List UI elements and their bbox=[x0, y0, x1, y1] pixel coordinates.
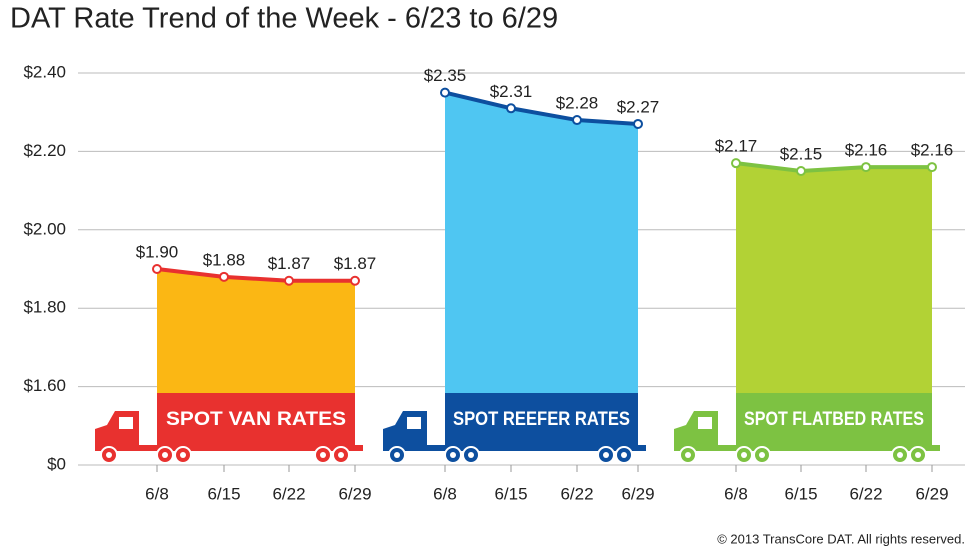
value-label: $2.17 bbox=[715, 137, 758, 156]
line bbox=[156, 267, 355, 283]
value-label: $2.15 bbox=[780, 144, 823, 163]
x-tick-label: 6/8 bbox=[145, 484, 169, 503]
truck-hub bbox=[180, 452, 186, 458]
area bbox=[445, 92, 638, 447]
value-label: $2.31 bbox=[490, 82, 533, 101]
value-label: $2.16 bbox=[911, 141, 954, 160]
x-tick-label: 6/15 bbox=[494, 484, 527, 503]
copyright: © 2013 TransCore DAT. All rights reserve… bbox=[717, 531, 965, 546]
point bbox=[927, 162, 937, 173]
line bbox=[444, 90, 639, 126]
truck-hub bbox=[603, 452, 609, 458]
point bbox=[633, 118, 643, 129]
y-tick-label: $2.40 bbox=[23, 62, 66, 81]
point bbox=[861, 162, 871, 173]
value-label: $2.28 bbox=[556, 94, 599, 113]
x-tick-label: 6/22 bbox=[560, 484, 593, 503]
truck-body bbox=[157, 393, 355, 447]
point bbox=[284, 275, 294, 286]
series-label: SPOT VAN RATES bbox=[166, 409, 346, 430]
x-tick-label: 6/29 bbox=[338, 484, 371, 503]
y-tick-label: $0 bbox=[47, 454, 66, 473]
truck-hub bbox=[106, 452, 112, 458]
y-tick-label: $2.20 bbox=[23, 141, 66, 160]
value-label: $1.87 bbox=[334, 254, 377, 273]
point bbox=[506, 103, 516, 114]
point bbox=[219, 271, 229, 282]
truck-chassis bbox=[383, 445, 646, 451]
truck-window bbox=[407, 417, 421, 429]
truck-hub bbox=[915, 452, 921, 458]
area bbox=[736, 163, 932, 447]
x-tick-label: 6/15 bbox=[207, 484, 240, 503]
x-tick-label: 6/22 bbox=[849, 484, 882, 503]
x-tick-label: 6/8 bbox=[433, 484, 457, 503]
truck-hub bbox=[162, 452, 168, 458]
y-tick-label: $1.60 bbox=[23, 376, 66, 395]
truck-window bbox=[119, 417, 133, 429]
chart-title: DAT Rate Trend of the Week - 6/23 to 6/2… bbox=[10, 3, 558, 35]
value-label: $2.35 bbox=[424, 66, 467, 85]
point bbox=[796, 166, 806, 176]
truck-hub bbox=[320, 452, 326, 458]
x-tick-label: 6/29 bbox=[915, 484, 948, 503]
truck-hub bbox=[685, 452, 691, 458]
truck-body bbox=[445, 393, 638, 447]
truck-window bbox=[698, 417, 712, 429]
value-label: $1.90 bbox=[136, 242, 179, 261]
truck-hub bbox=[621, 452, 627, 458]
truck-hub bbox=[897, 452, 903, 458]
point bbox=[152, 264, 162, 274]
series-label: SPOT REEFER RATES bbox=[453, 409, 630, 430]
truck-hub bbox=[338, 452, 344, 458]
series-label: SPOT FLATBED RATES bbox=[744, 409, 924, 430]
x-tick-label: 6/8 bbox=[724, 484, 748, 503]
line bbox=[735, 161, 932, 174]
x-tick-label: 6/29 bbox=[621, 484, 654, 503]
truck-chassis bbox=[674, 445, 940, 451]
point bbox=[572, 115, 582, 126]
truck-hub bbox=[450, 452, 456, 458]
truck-hub bbox=[759, 452, 765, 458]
y-tick-label: $1.80 bbox=[23, 298, 66, 317]
x-tick-label: 6/15 bbox=[784, 484, 817, 503]
value-label: $2.27 bbox=[617, 97, 660, 116]
truck-hub bbox=[394, 452, 400, 458]
point bbox=[731, 158, 741, 169]
truck-chassis bbox=[95, 445, 363, 451]
truck-hub bbox=[468, 452, 474, 458]
value-label: $1.87 bbox=[268, 254, 311, 273]
point bbox=[440, 87, 450, 98]
truck-hub bbox=[741, 452, 747, 458]
truck-body bbox=[736, 393, 932, 447]
x-tick-label: 6/22 bbox=[272, 484, 305, 503]
value-label: $2.16 bbox=[845, 141, 888, 160]
value-label: $1.88 bbox=[203, 250, 246, 269]
y-tick-label: $2.00 bbox=[23, 219, 66, 238]
point bbox=[350, 275, 360, 286]
